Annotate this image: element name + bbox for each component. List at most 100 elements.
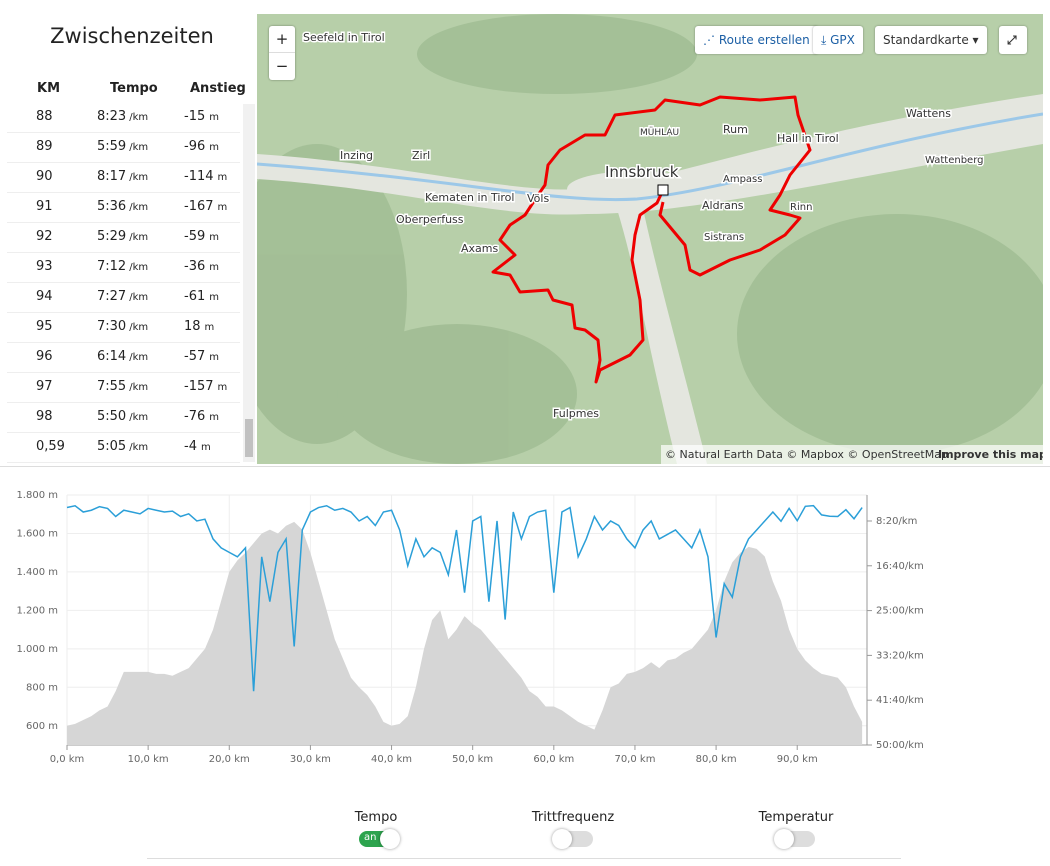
tempo-value: 5:29 xyxy=(97,229,127,244)
split-tempo: 8:23/km xyxy=(97,109,148,124)
tempo-value: 5:59 xyxy=(97,139,127,154)
tempo-unit: /km xyxy=(129,292,149,303)
climb-value: -59 xyxy=(184,229,206,244)
split-climb: -15 m xyxy=(184,109,219,124)
split-row: 98 5:50/km -76 m xyxy=(7,402,240,433)
y2-tick-label: 25:00/km xyxy=(876,606,924,617)
split-row: 96 6:14/km -57 m xyxy=(7,342,240,373)
x-tick-label: 20,0 km xyxy=(209,754,250,765)
split-row: 89 5:59/km -96 m xyxy=(7,132,240,163)
improve-link[interactable]: Improve this map xyxy=(938,448,1043,461)
fullscreen-button[interactable]: ⤢ xyxy=(999,26,1027,54)
place-label: Fulpmes xyxy=(553,407,599,420)
climb-value: -15 xyxy=(184,109,206,124)
climb-unit: m xyxy=(200,442,211,453)
tempo-unit: /km xyxy=(129,352,149,363)
split-row: 94 7:27/km -61 m xyxy=(7,282,240,313)
split-climb: -57 m xyxy=(184,349,219,364)
split-tempo: 8:17/km xyxy=(97,169,148,184)
elevation-area xyxy=(67,521,863,745)
split-tempo: 5:36/km xyxy=(97,199,148,214)
chart: 600 m 800 m 1.000 m 1.200 m 1.400 m 1.600 m 1.… xyxy=(16,490,924,765)
split-row: 93 7:12/km -36 m xyxy=(7,252,240,283)
climb-unit: m xyxy=(209,232,219,243)
toggle-label: Temperatur xyxy=(758,810,834,825)
place-label: Wattens xyxy=(906,107,951,120)
place-label: Rum xyxy=(723,123,748,136)
split-tempo: 5:29/km xyxy=(97,229,148,244)
place-label: Ampass xyxy=(723,174,762,185)
place-label: Axams xyxy=(461,242,498,255)
button-label: Standardkarte xyxy=(883,33,969,47)
header-km: KM xyxy=(37,81,61,96)
split-climb: -4 m xyxy=(184,439,211,454)
tempo-value: 8:23 xyxy=(97,109,127,124)
climb-unit: m xyxy=(209,112,219,123)
divider xyxy=(0,466,1050,467)
split-row: 92 5:29/km -59 m xyxy=(7,222,240,253)
climb-unit: m xyxy=(204,322,215,333)
x-tick-label: 30,0 km xyxy=(290,754,331,765)
zoom-in[interactable]: + xyxy=(269,26,295,53)
y2-tick-label: 16:40/km xyxy=(876,561,924,572)
split-climb: -157 m xyxy=(184,379,227,394)
climb-unit: m xyxy=(217,172,228,183)
y2-tick-label: 41:40/km xyxy=(876,695,924,706)
tempo-value: 6:14 xyxy=(97,349,127,364)
tempo-unit: /km xyxy=(129,232,149,243)
toggle-switch[interactable]: an xyxy=(359,829,400,849)
x-tick-label: 0,0 km xyxy=(50,754,85,765)
split-km: 95 xyxy=(36,319,53,334)
gpx-button[interactable]: ⤓ GPX xyxy=(813,26,863,54)
place-label: Hall in Tirol xyxy=(777,132,839,145)
route-button[interactable]: ⋰ Route erstellen xyxy=(695,26,818,54)
climb-unit: m xyxy=(217,382,228,393)
scrollbar[interactable] xyxy=(243,104,255,462)
tempo-value: 5:05 xyxy=(97,439,127,454)
y2-tick-label: 50:00/km xyxy=(876,740,924,751)
climb-value: -76 xyxy=(184,409,206,424)
attribution: © Natural Earth Data © Mapbox © OpenStre… xyxy=(665,448,948,461)
header-tempo: Tempo xyxy=(110,81,158,96)
tempo-unit: /km xyxy=(129,382,149,393)
climb-unit: m xyxy=(209,142,219,153)
split-climb: -76 m xyxy=(184,409,219,424)
split-climb: -96 m xyxy=(184,139,219,154)
x-tick-label: 70,0 km xyxy=(614,754,655,765)
tempo-value: 7:12 xyxy=(97,259,127,274)
header-climb: Anstieg xyxy=(190,81,246,96)
map[interactable]: Seefeld in Tirol Innsbruck MÜHLAU Rum Ha… xyxy=(257,14,1043,464)
split-km: 92 xyxy=(36,229,53,244)
split-km: 97 xyxy=(36,379,53,394)
x-tick-label: 90,0 km xyxy=(777,754,818,765)
toggle-state: an xyxy=(364,832,377,843)
place-label: Aldrans xyxy=(702,199,744,212)
split-tempo: 5:50/km xyxy=(97,409,148,424)
tempo-value: 8:17 xyxy=(97,169,127,184)
split-climb: -167 m xyxy=(184,199,227,214)
place-label: Oberperfuss xyxy=(396,213,464,226)
split-row: 90 8:17/km -114 m xyxy=(7,162,240,193)
split-row: 91 5:36/km -167 m xyxy=(7,192,240,223)
place-label: Inzing xyxy=(340,149,373,162)
zoom-out[interactable]: − xyxy=(275,57,289,75)
map-style-button[interactable]: Standardkarte ▾ xyxy=(875,26,987,54)
divider xyxy=(147,858,901,859)
button-label: GPX xyxy=(830,33,855,47)
split-climb: -36 m xyxy=(184,259,219,274)
climb-unit: m xyxy=(217,202,228,213)
tempo-value: 5:50 xyxy=(97,409,127,424)
split-row: 0,59 5:05/km -4 m xyxy=(7,432,240,463)
tempo-unit: /km xyxy=(129,262,149,273)
toggle-switch[interactable] xyxy=(774,829,815,849)
toggle-switch[interactable] xyxy=(552,829,593,849)
y2-tick-label: 8:20/km xyxy=(876,516,917,527)
split-tempo: 5:59/km xyxy=(97,139,148,154)
place-label: Sistrans xyxy=(704,232,744,243)
y-tick-label: 600 m xyxy=(26,721,58,732)
x-tick-label: 10,0 km xyxy=(128,754,169,765)
split-row: 88 8:23/km -15 m xyxy=(7,102,240,133)
climb-value: -114 xyxy=(184,169,214,184)
tempo-unit: /km xyxy=(129,322,149,333)
